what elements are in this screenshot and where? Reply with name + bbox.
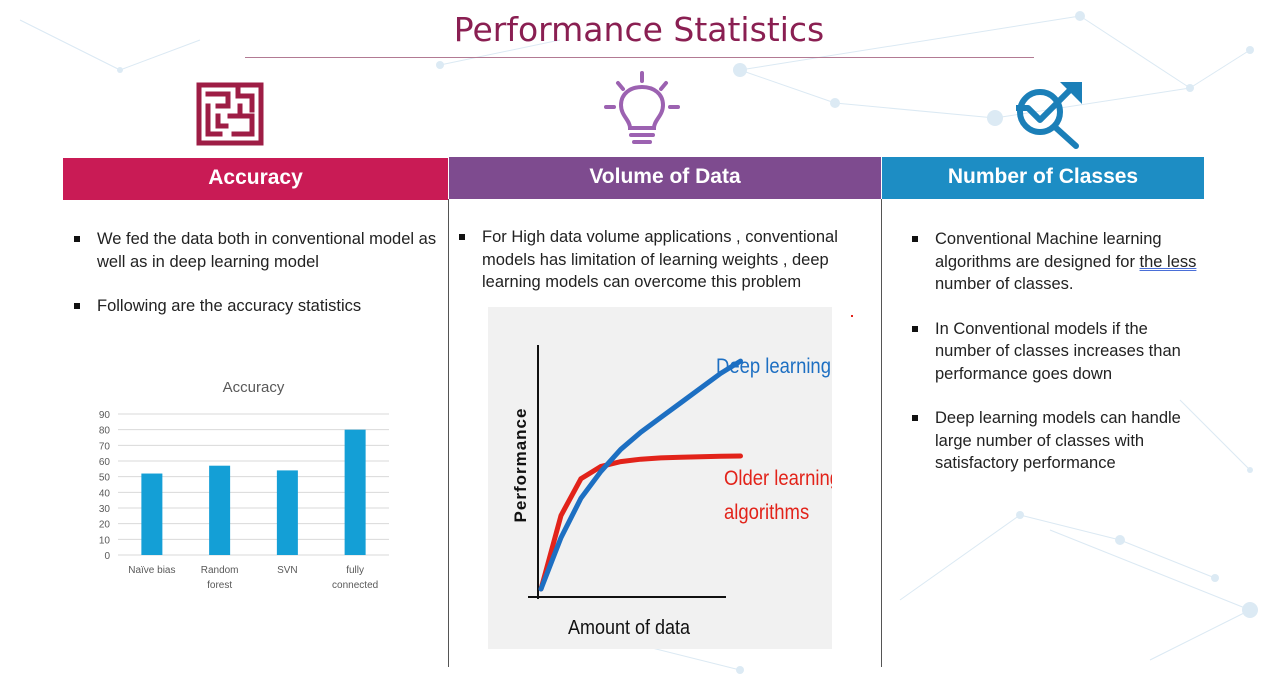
column-divider — [448, 199, 449, 667]
series-line — [538, 453, 743, 592]
volume-bullets: For High data volume applications , conv… — [458, 226, 868, 294]
classes-bullets: Conventional Machine learning algorithms… — [911, 228, 1201, 497]
bullet-text: number of classes. — [935, 275, 1074, 293]
y-tick-label: 10 — [99, 535, 111, 546]
accuracy-header: Accuracy — [63, 158, 448, 200]
x-tick-label: Naïve bias — [128, 565, 175, 576]
list-item: Conventional Machine learning algorithms… — [911, 228, 1201, 296]
list-item: Following are the accuracy statistics — [73, 295, 443, 318]
bullet-text: Conventional Machine learning algorithms… — [935, 230, 1162, 271]
chart-background — [488, 307, 832, 649]
bar — [141, 473, 163, 555]
list-item: In Conventional models if the number of … — [911, 318, 1201, 386]
performance-vs-data-chart: Deep learning Older learning algorithms Amo… — [488, 307, 832, 649]
stray-mark — [851, 315, 853, 317]
bar — [209, 465, 231, 555]
y-tick-label: 90 — [99, 410, 111, 421]
y-tick-label: 70 — [99, 441, 111, 452]
title-divider — [245, 57, 1034, 58]
volume-of-data-header: Volume of Data — [449, 157, 881, 199]
list-item: For High data volume applications , conv… — [458, 226, 868, 294]
y-axis-label: Performance — [511, 408, 530, 523]
y-tick-label: 0 — [104, 551, 110, 562]
series-label: Older learning algorithms — [724, 467, 832, 524]
list-item: Deep learning models can handle large nu… — [911, 407, 1201, 475]
x-tick-label: fully connected — [332, 565, 378, 591]
y-tick-label: 20 — [99, 520, 111, 531]
y-tick-label: 80 — [99, 426, 111, 437]
series-line — [538, 358, 743, 592]
y-tick-label: 50 — [99, 473, 111, 484]
magnifier-target-icon — [1016, 82, 1082, 149]
y-tick-label: 60 — [99, 457, 111, 468]
list-item: We fed the data both in conventional mod… — [73, 228, 443, 273]
chart-title: Accuracy — [223, 379, 285, 396]
bar — [276, 470, 298, 555]
underlined-text: the less — [1139, 252, 1197, 271]
bar — [344, 429, 366, 555]
y-tick-label: 40 — [99, 488, 111, 499]
y-tick-label: 30 — [99, 504, 111, 515]
column-divider — [881, 199, 882, 667]
x-axis-label: Amount of data — [568, 617, 690, 639]
series-label: Deep learning — [716, 355, 831, 378]
lightbulb-icon — [604, 71, 680, 144]
maze-icon — [196, 82, 264, 146]
slide-title: Performance Statistics — [453, 10, 825, 49]
x-tick-label: SVN — [277, 565, 298, 576]
accuracy-bar-chart: Accuracy 0 10 20 30 40 50 60 70 80 90 Naïve bias Ran… — [99, 379, 389, 591]
x-tick-label: Random forest — [201, 565, 239, 591]
number-of-classes-header: Number of Classes — [882, 157, 1204, 199]
accuracy-bullets: We fed the data both in conventional mod… — [73, 228, 443, 340]
